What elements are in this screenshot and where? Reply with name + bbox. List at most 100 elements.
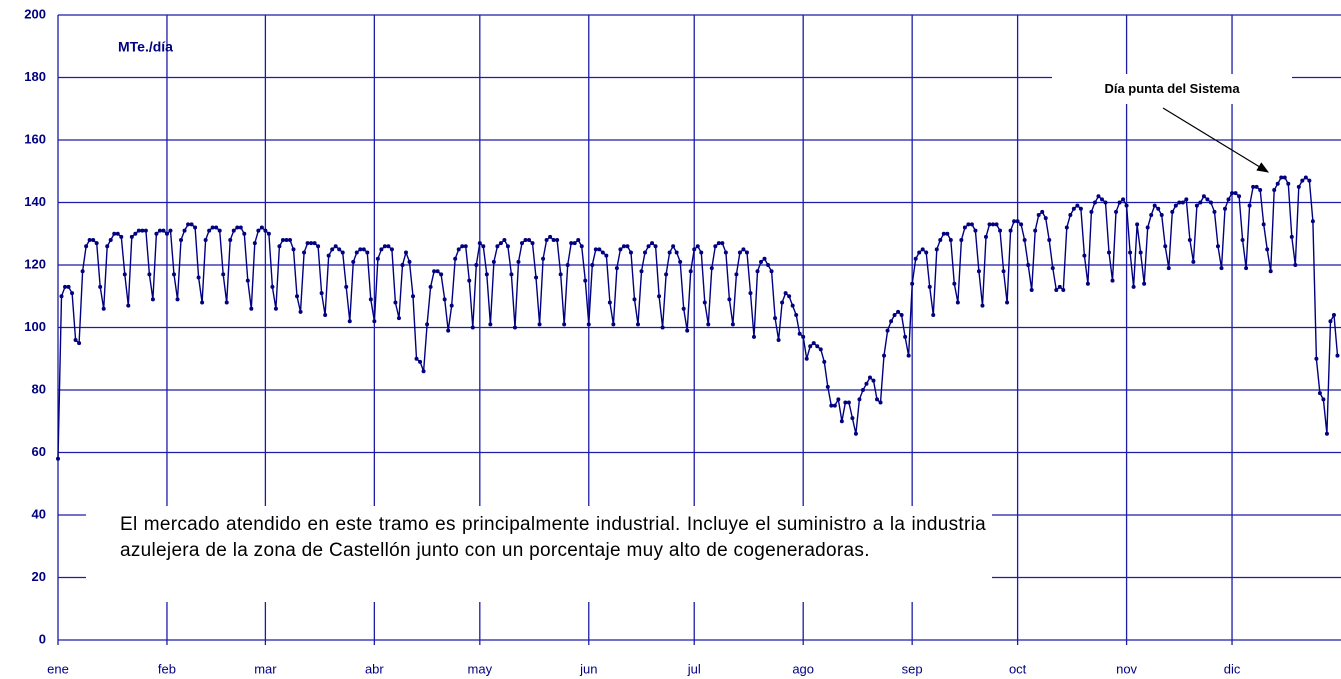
y-tick-label: 180 <box>24 69 46 84</box>
data-point <box>846 400 851 405</box>
data-point <box>899 313 904 317</box>
data-point <box>1005 300 1010 305</box>
data-point <box>129 234 134 239</box>
data-point <box>537 322 542 327</box>
note: El mercado atendido en este tramo es pri… <box>86 506 992 602</box>
data-point <box>196 275 201 280</box>
data-point <box>470 325 475 330</box>
data-point <box>635 322 640 327</box>
data-point <box>966 222 971 227</box>
data-point <box>523 238 528 242</box>
data-point <box>741 247 746 252</box>
data-point <box>495 244 500 249</box>
data-point <box>773 316 778 321</box>
data-point <box>200 300 205 305</box>
data-point <box>769 269 774 274</box>
data-point <box>1233 191 1238 196</box>
data-point <box>1240 238 1245 242</box>
data-point <box>927 284 932 289</box>
data-point <box>1265 247 1270 252</box>
data-point <box>671 244 676 249</box>
y-tick-label: 80 <box>32 381 46 396</box>
data-point <box>1124 203 1129 208</box>
data-point <box>1293 263 1298 267</box>
data-point <box>94 241 99 246</box>
data-point <box>706 322 711 327</box>
data-point <box>611 322 616 327</box>
data-point <box>653 244 658 249</box>
data-point <box>751 334 756 339</box>
plot <box>56 175 1340 461</box>
data-point <box>839 419 844 424</box>
data-point <box>284 238 289 242</box>
data-point <box>231 228 236 233</box>
data-point <box>699 250 704 255</box>
data-point <box>530 241 535 246</box>
data-point <box>298 309 303 314</box>
data-point <box>84 244 89 249</box>
data-point <box>860 388 865 392</box>
data-point <box>175 297 180 302</box>
data-point <box>1335 353 1340 358</box>
data-point <box>171 272 176 277</box>
data-point <box>924 250 929 255</box>
data-point <box>400 263 405 267</box>
data-point <box>1138 250 1143 255</box>
data-point <box>1328 319 1333 324</box>
data-point <box>326 253 331 258</box>
data-point <box>1001 269 1006 274</box>
data-point <box>562 322 567 327</box>
data-point <box>295 294 300 299</box>
data-point <box>1135 222 1140 227</box>
data-point <box>776 338 781 342</box>
data-point <box>790 303 795 308</box>
data-point <box>421 369 426 374</box>
data-point <box>1170 209 1175 214</box>
x-tick-label: jun <box>579 661 597 676</box>
data-point <box>154 231 159 236</box>
data-point <box>1289 234 1294 239</box>
data-point <box>822 359 827 364</box>
data-point <box>418 359 423 364</box>
data-point <box>713 244 718 249</box>
data-point <box>973 228 978 233</box>
data-point <box>871 378 876 383</box>
data-point <box>1268 269 1273 274</box>
data-point <box>193 225 198 230</box>
data-point <box>1275 181 1280 186</box>
data-point <box>119 234 124 239</box>
data-point <box>766 263 771 267</box>
data-point <box>460 244 465 249</box>
data-point <box>340 250 345 255</box>
data-point <box>829 403 834 408</box>
x-tick-label: ene <box>47 661 69 676</box>
data-point <box>361 247 366 252</box>
data-point <box>519 241 524 246</box>
data-point <box>878 400 883 405</box>
data-point <box>1226 197 1231 202</box>
data-point <box>948 238 953 242</box>
data-point <box>382 244 387 249</box>
data-point <box>917 250 922 255</box>
data-point <box>896 309 901 314</box>
data-point <box>488 322 493 327</box>
y-tick-label: 20 <box>32 569 46 584</box>
x-tick-label: dic <box>1224 661 1241 676</box>
data-point <box>435 269 440 274</box>
y-tick-label: 0 <box>39 631 46 646</box>
data-point <box>330 247 335 252</box>
data-point <box>59 294 64 299</box>
y-tick-label: 200 <box>24 6 46 21</box>
data-point <box>1008 228 1013 233</box>
data-point <box>576 238 581 242</box>
data-point <box>994 222 999 227</box>
data-point <box>280 238 285 242</box>
data-point <box>428 284 433 289</box>
data-point <box>259 225 264 230</box>
data-point <box>1303 175 1308 180</box>
data-point <box>583 278 588 283</box>
data-point <box>1300 178 1305 183</box>
data-point <box>685 328 690 333</box>
